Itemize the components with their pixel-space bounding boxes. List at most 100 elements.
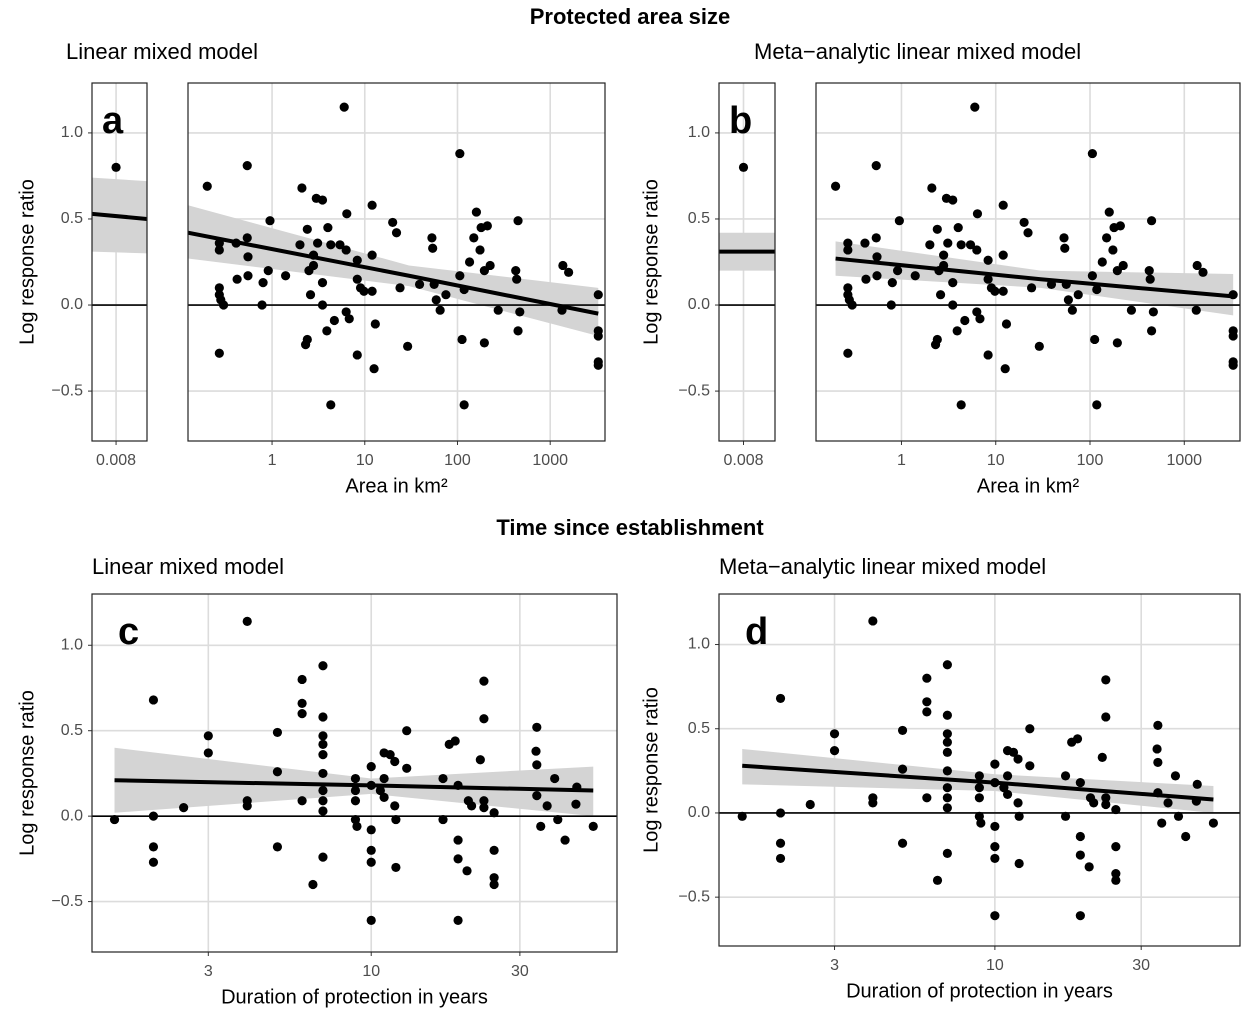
point: [391, 228, 402, 238]
point: [1101, 675, 1111, 685]
point: [1075, 850, 1085, 860]
point: [431, 295, 441, 305]
point: [482, 221, 492, 231]
point: [1192, 779, 1202, 789]
point: [553, 814, 563, 825]
point: [1146, 216, 1157, 226]
point: [322, 326, 332, 336]
point: [922, 793, 932, 803]
point: [366, 825, 376, 835]
x-tick-label: 10: [986, 957, 1004, 974]
point: [1072, 734, 1083, 744]
point: [318, 796, 328, 806]
point: [242, 616, 252, 626]
point: [942, 729, 952, 739]
point: [998, 286, 1008, 296]
point: [462, 866, 472, 876]
point: [272, 767, 283, 777]
point: [990, 759, 1000, 769]
point: [942, 848, 952, 858]
point: [975, 314, 985, 324]
y-tick-label: 1.0: [688, 124, 710, 141]
point: [872, 271, 882, 281]
point: [974, 771, 984, 781]
point: [318, 750, 328, 760]
x-tick-label: 3: [204, 963, 213, 980]
point: [479, 796, 489, 806]
point: [948, 278, 958, 288]
point: [148, 811, 159, 821]
point: [1026, 283, 1037, 293]
point: [983, 274, 993, 284]
point: [942, 737, 952, 747]
point: [281, 271, 291, 281]
point: [350, 773, 361, 784]
point: [943, 238, 953, 248]
point: [479, 676, 489, 686]
point: [350, 785, 361, 796]
point: [932, 224, 942, 234]
point: [939, 250, 949, 260]
point: [1002, 771, 1013, 781]
y-tick-label: 1.0: [61, 636, 83, 653]
point: [513, 326, 523, 336]
panel-label: d: [745, 611, 768, 653]
point: [897, 764, 908, 774]
point: [302, 224, 312, 234]
point: [366, 857, 376, 867]
point: [925, 240, 935, 250]
point: [998, 250, 1008, 260]
point: [868, 616, 878, 626]
point: [297, 674, 307, 685]
point: [974, 783, 984, 793]
point: [352, 274, 362, 284]
point: [1025, 761, 1035, 771]
point: [829, 729, 840, 739]
point: [438, 773, 448, 784]
y-tick-label: 1.0: [688, 636, 710, 653]
panel-title: Meta−analytic linear mixed model: [719, 554, 1046, 579]
y-tick-label: 0.5: [688, 720, 710, 737]
point: [350, 796, 361, 806]
point: [1023, 228, 1033, 238]
point: [956, 240, 966, 250]
point: [894, 216, 904, 226]
point: [203, 748, 213, 758]
x-axis-title: Area in km²: [977, 475, 1080, 497]
point: [593, 290, 603, 300]
point: [1163, 798, 1173, 808]
x-tick-label: 10: [987, 452, 1005, 469]
point: [1075, 831, 1085, 842]
point: [990, 842, 1000, 852]
point: [897, 725, 908, 736]
point: [1126, 305, 1137, 315]
fit-line: [742, 763, 1214, 802]
point: [513, 216, 523, 226]
y-tick-label: −0.5: [51, 893, 83, 910]
point: [560, 835, 570, 845]
point: [805, 799, 815, 810]
point: [391, 814, 401, 825]
point: [927, 183, 937, 193]
point: [593, 331, 603, 341]
x-tick-label: 3: [830, 957, 839, 974]
point: [775, 693, 786, 704]
point: [318, 661, 328, 671]
point: [489, 808, 499, 818]
point: [1087, 271, 1097, 281]
panel-title: Linear mixed model: [66, 39, 258, 64]
point: [1115, 221, 1125, 231]
fit-line: [835, 256, 1234, 299]
point: [317, 300, 328, 310]
point: [257, 300, 267, 310]
point: [948, 300, 958, 310]
point: [179, 803, 189, 813]
x-axis-title: Duration of protection in years: [221, 986, 488, 1008]
point: [318, 739, 328, 749]
point: [427, 233, 437, 243]
point: [379, 792, 389, 802]
point: [972, 307, 982, 317]
point: [983, 350, 993, 360]
point: [1148, 307, 1158, 317]
point: [871, 161, 881, 171]
